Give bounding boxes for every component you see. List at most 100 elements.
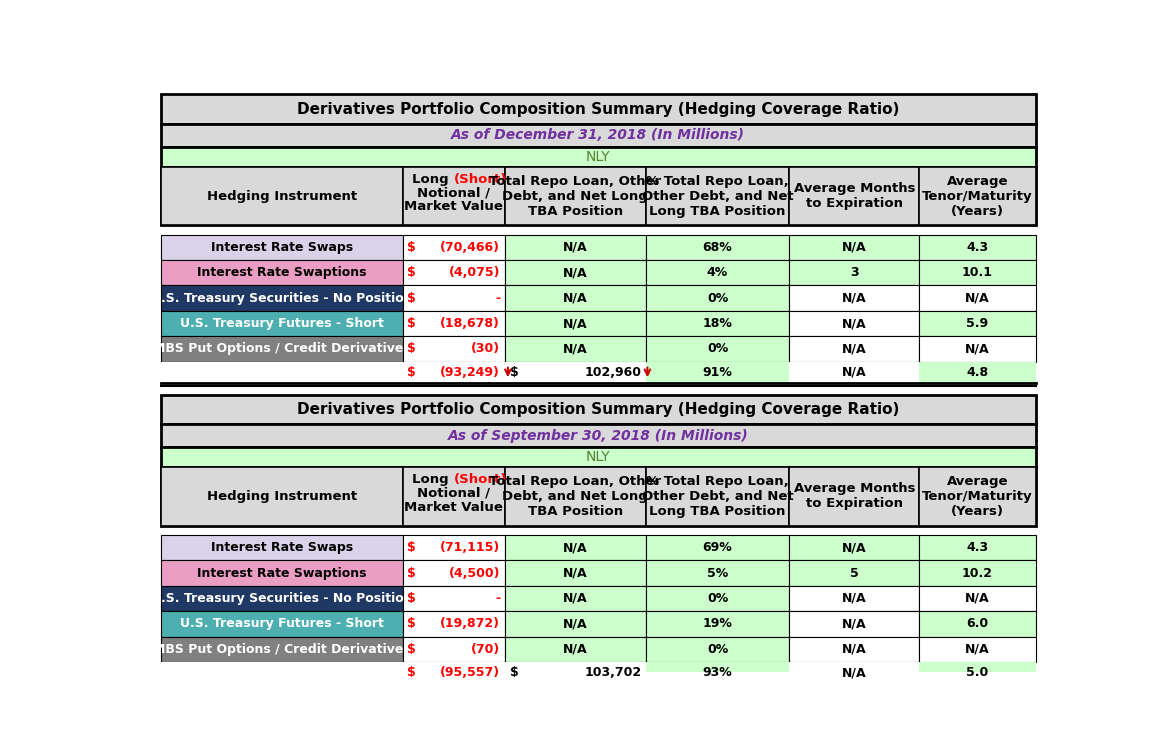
Bar: [919, 311, 1035, 336]
Bar: [646, 662, 789, 683]
Text: (19,872): (19,872): [440, 618, 500, 630]
Text: 3: 3: [850, 267, 858, 279]
Bar: [646, 311, 789, 336]
Text: NLY: NLY: [586, 450, 610, 464]
Bar: [161, 447, 1035, 467]
Text: Interest Rate Swaps: Interest Rate Swaps: [210, 541, 352, 554]
Bar: [403, 586, 505, 611]
Bar: [646, 467, 789, 525]
Bar: [161, 362, 403, 384]
Text: Hedging Instrument: Hedging Instrument: [207, 490, 357, 503]
Bar: [403, 560, 505, 586]
Bar: [789, 662, 919, 683]
Bar: [403, 362, 505, 384]
Bar: [919, 560, 1035, 586]
Bar: [505, 260, 646, 285]
Bar: [403, 260, 505, 285]
Text: N/A: N/A: [842, 291, 866, 304]
Text: N/A: N/A: [564, 618, 588, 630]
Text: N/A: N/A: [564, 343, 588, 356]
Text: N/A: N/A: [842, 241, 866, 254]
Text: (4,500): (4,500): [448, 566, 500, 580]
Text: $: $: [407, 317, 416, 330]
Text: $: $: [510, 366, 519, 379]
Bar: [646, 560, 789, 586]
Bar: [403, 336, 505, 362]
Text: 0%: 0%: [707, 343, 728, 356]
Bar: [646, 362, 789, 384]
Bar: [646, 285, 789, 311]
Text: $: $: [407, 643, 416, 656]
Bar: [789, 611, 919, 636]
Text: (95,557): (95,557): [440, 666, 500, 680]
Text: 18%: 18%: [702, 317, 733, 330]
Text: (4,075): (4,075): [448, 267, 500, 279]
Bar: [789, 560, 919, 586]
Bar: [505, 611, 646, 636]
Bar: [789, 260, 919, 285]
Text: N/A: N/A: [564, 541, 588, 554]
Bar: [403, 535, 505, 560]
Text: Interest Rate Swaps: Interest Rate Swaps: [210, 241, 352, 254]
Text: (Short): (Short): [453, 173, 507, 186]
Bar: [161, 94, 1035, 124]
Bar: [919, 535, 1035, 560]
Bar: [161, 260, 403, 285]
Bar: [161, 636, 403, 662]
Bar: [403, 611, 505, 636]
Text: 5: 5: [850, 566, 858, 580]
Bar: [403, 285, 505, 311]
Bar: [505, 311, 646, 336]
Bar: [789, 311, 919, 336]
Text: Derivatives Portfolio Composition Summary (Hedging Coverage Ratio): Derivatives Portfolio Composition Summar…: [297, 102, 899, 116]
Bar: [505, 285, 646, 311]
Text: (Short): (Short): [453, 473, 507, 486]
Text: U.S. Treasury Futures - Short: U.S. Treasury Futures - Short: [180, 317, 384, 330]
Text: Derivatives Portfolio Composition Summary (Hedging Coverage Ratio): Derivatives Portfolio Composition Summar…: [297, 402, 899, 417]
Text: $: $: [407, 241, 416, 254]
Text: U.S. Treasury Futures - Short: U.S. Treasury Futures - Short: [180, 618, 384, 630]
Text: N/A: N/A: [842, 343, 866, 356]
Bar: [919, 235, 1035, 260]
Text: 91%: 91%: [702, 366, 733, 379]
Bar: [161, 586, 403, 611]
Bar: [789, 636, 919, 662]
Text: N/A: N/A: [564, 592, 588, 605]
Bar: [646, 611, 789, 636]
Text: Average
Tenor/Maturity
(Years): Average Tenor/Maturity (Years): [923, 174, 1033, 217]
Bar: [505, 535, 646, 560]
Bar: [161, 424, 1035, 447]
Bar: [646, 336, 789, 362]
Text: 4.3: 4.3: [966, 241, 989, 254]
Text: $: $: [407, 618, 416, 630]
Bar: [161, 467, 1035, 525]
Text: As of December 31, 2018 (In Millions): As of December 31, 2018 (In Millions): [451, 128, 745, 142]
Bar: [789, 167, 919, 225]
Text: (70,466): (70,466): [440, 241, 500, 254]
Text: (70): (70): [471, 643, 500, 656]
Bar: [505, 235, 646, 260]
Bar: [919, 662, 1035, 683]
Text: As of September 30, 2018 (In Millions): As of September 30, 2018 (In Millions): [447, 429, 749, 442]
Text: Hedging Instrument: Hedging Instrument: [207, 190, 357, 202]
Bar: [161, 395, 1035, 424]
Text: 0%: 0%: [707, 592, 728, 605]
Bar: [403, 311, 505, 336]
Text: 0%: 0%: [707, 291, 728, 304]
Bar: [161, 662, 403, 683]
Bar: [505, 362, 646, 384]
Text: N/A: N/A: [564, 643, 588, 656]
Bar: [161, 560, 403, 586]
Text: 19%: 19%: [702, 618, 733, 630]
Text: Long: Long: [412, 173, 453, 186]
Text: N/A: N/A: [842, 366, 866, 379]
Bar: [161, 311, 403, 336]
Text: N/A: N/A: [564, 291, 588, 304]
Text: Total Repo Loan, Other
Debt, and Net Long
TBA Position: Total Repo Loan, Other Debt, and Net Lon…: [490, 174, 661, 217]
Text: $: $: [407, 366, 416, 379]
Text: N/A: N/A: [564, 241, 588, 254]
Text: $: $: [407, 343, 416, 356]
Bar: [161, 167, 1035, 225]
Bar: [919, 467, 1035, 525]
Bar: [161, 167, 403, 225]
